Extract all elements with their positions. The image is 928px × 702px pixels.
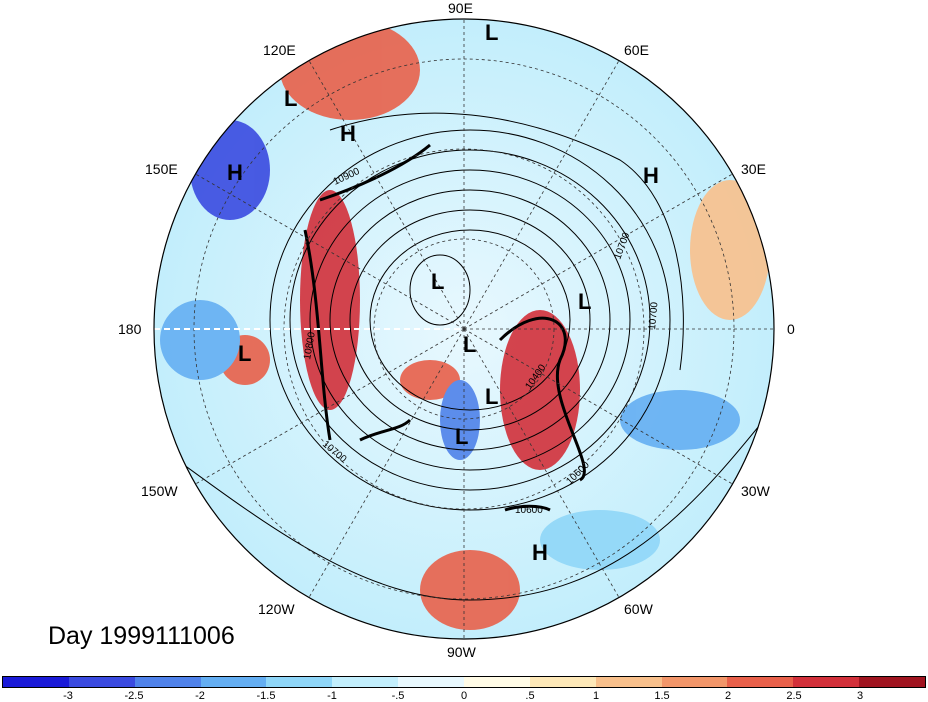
- pressure-center-l: L: [485, 384, 499, 409]
- lon-label-120w: 120W: [258, 601, 295, 617]
- pressure-center-l: L: [463, 332, 477, 357]
- lon-label-30w: 30W: [741, 483, 770, 499]
- colorbar-swatch: [529, 677, 596, 687]
- svg-text:10800: 10800: [302, 331, 318, 361]
- map-boundary: [153, 18, 775, 640]
- colorbar-tick-label: 2: [724, 690, 732, 702]
- colorbar-tick-label: 2.5: [786, 690, 802, 702]
- svg-text:10700: 10700: [647, 301, 660, 330]
- colorbar-tick-label: .5: [525, 690, 535, 702]
- colorbar-swatch: [266, 677, 333, 687]
- graticule: [193, 19, 774, 639]
- pressure-center-h: H: [532, 540, 548, 565]
- pressure-center-l: L: [485, 20, 499, 45]
- colorbar-swatch: [661, 677, 728, 687]
- colorbar-tick-label: -1: [327, 690, 337, 702]
- colorbar-swatch: [200, 677, 267, 687]
- colorbar-tick-label: 1.5: [654, 690, 670, 702]
- pressure-center-l: L: [578, 289, 592, 314]
- pressure-center-h: H: [340, 121, 356, 146]
- colorbar-tick-label: -.5: [391, 690, 405, 702]
- lon-label-120e: 120E: [263, 42, 296, 58]
- lon-label-0: 0: [787, 321, 795, 337]
- lon-label-180: 180: [118, 321, 142, 337]
- jet-contours: [303, 143, 586, 512]
- colorbar-swatch: [859, 677, 926, 687]
- pressure-center-h: H: [643, 163, 659, 188]
- colorbar-tick-label: -3: [63, 690, 73, 702]
- pressure-center-l: L: [238, 341, 252, 366]
- pressure-center-l: L: [455, 424, 469, 449]
- colorbar-swatch: [68, 677, 135, 687]
- colorbar-tick-label: -1.5: [256, 690, 276, 702]
- colorbar-swatch: [464, 677, 530, 687]
- pressure-center-l: L: [284, 86, 298, 111]
- colorbar-tick-label: 1: [592, 690, 600, 702]
- lon-label-150e: 150E: [145, 161, 178, 177]
- colorbar-swatch: [727, 677, 794, 687]
- colorbar-tick-label: -2.5: [124, 690, 144, 702]
- lon-label-150w: 150W: [141, 483, 178, 499]
- svg-text:10600: 10600: [515, 505, 543, 516]
- colorbar-swatch: [398, 677, 465, 687]
- colorbar-swatch: [793, 677, 860, 687]
- colorbar-swatch: [595, 677, 662, 687]
- lon-label-60e: 60E: [624, 42, 649, 58]
- pressure-center-h: H: [227, 160, 243, 185]
- lon-label-30e: 30E: [741, 161, 766, 177]
- colorbar-tick-label: -2: [195, 690, 205, 702]
- colorbar-tick-label: 3: [856, 690, 864, 702]
- anomaly-field: [160, 20, 770, 630]
- lon-label-60w: 60W: [624, 601, 653, 617]
- lon-label-90w: 90W: [447, 644, 476, 660]
- date-label: Day 1999111006: [48, 622, 235, 650]
- colorbar-tick-label: 0: [460, 690, 468, 702]
- lon-label-90e: 90E: [448, 0, 473, 16]
- colorbar: [2, 676, 926, 688]
- height-contours: [154, 112, 774, 601]
- colorbar-swatch: [3, 677, 69, 687]
- pressure-center-l: L: [431, 269, 445, 294]
- colorbar-swatch: [134, 677, 201, 687]
- colorbar-swatch: [332, 677, 399, 687]
